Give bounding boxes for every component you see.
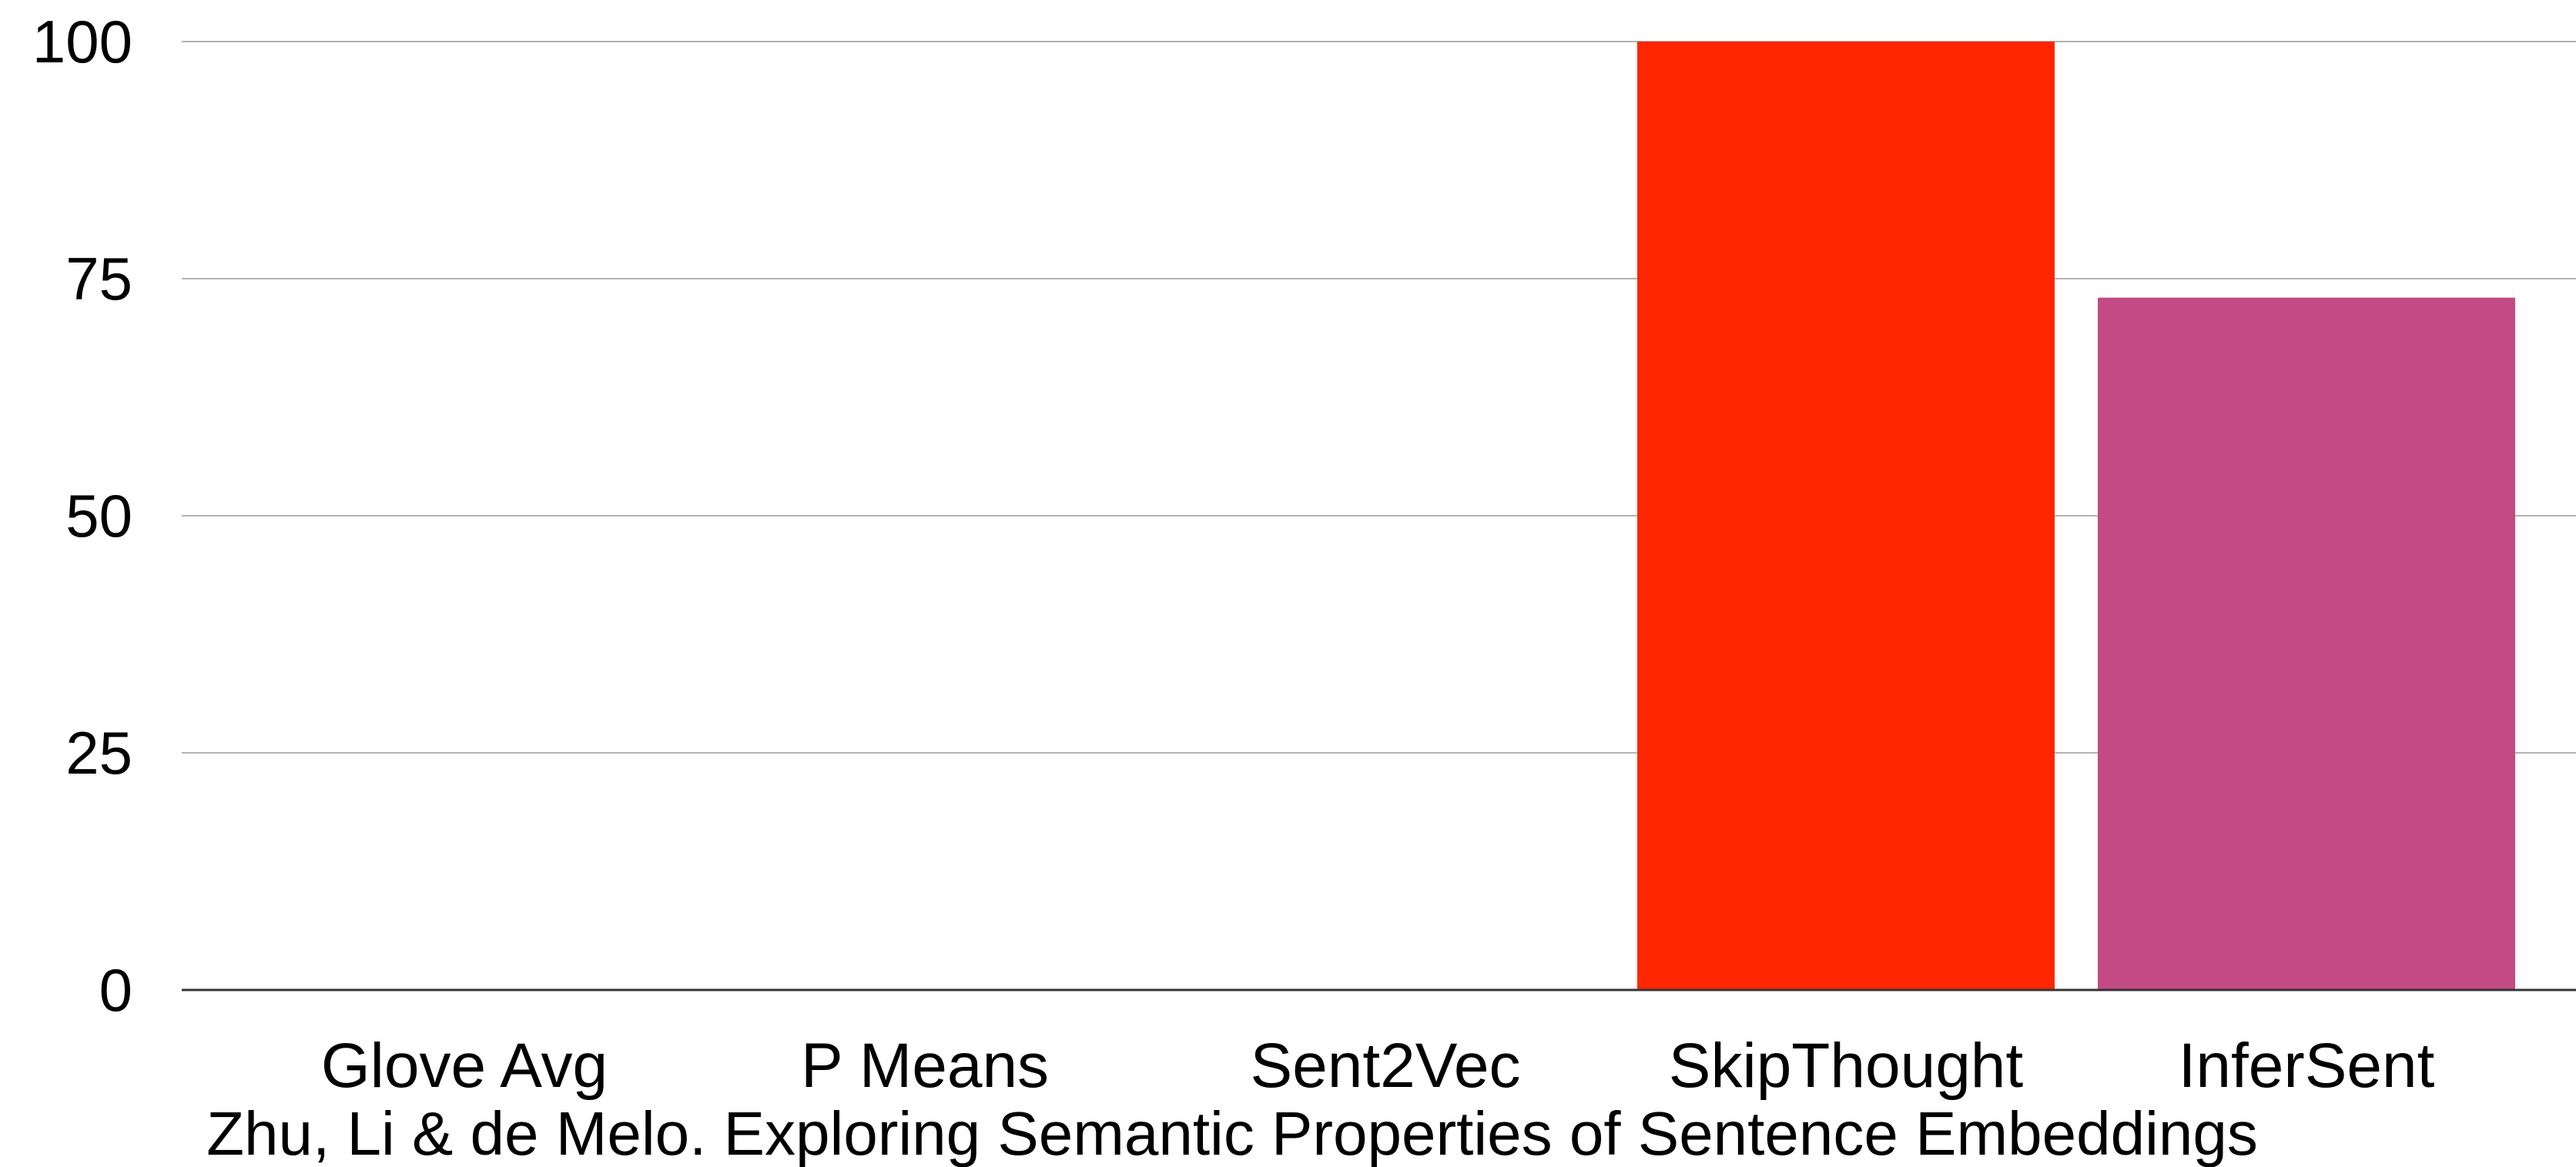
x-category-label-infersent: InferSent (2179, 1031, 2435, 1101)
y-axis-ticks: 0 25 50 75 100 (32, 8, 132, 1024)
x-axis-categories: Glove Avg P Means Sent2Vec SkipThought Infer… (321, 1031, 2435, 1101)
bar-infersent (2098, 297, 2515, 990)
y-tick-label-50: 50 (65, 482, 132, 550)
y-tick-label-25: 25 (65, 719, 132, 787)
x-category-label-glove-avg: Glove Avg (321, 1031, 608, 1101)
x-category-label-sent2vec: Sent2Vec (1250, 1031, 1520, 1101)
x-category-label-p-means: P Means (801, 1031, 1049, 1101)
y-tick-label-75: 75 (65, 245, 132, 313)
x-category-label-skipthought: SkipThought (1669, 1031, 2024, 1101)
y-tick-label-100: 100 (32, 8, 132, 75)
bar-skipthought (1637, 42, 2055, 990)
chart-caption: Zhu, Li & de Melo. Exploring Semantic Pr… (206, 1099, 2258, 1167)
y-tick-label-0: 0 (99, 956, 132, 1024)
bars (1637, 42, 2515, 990)
